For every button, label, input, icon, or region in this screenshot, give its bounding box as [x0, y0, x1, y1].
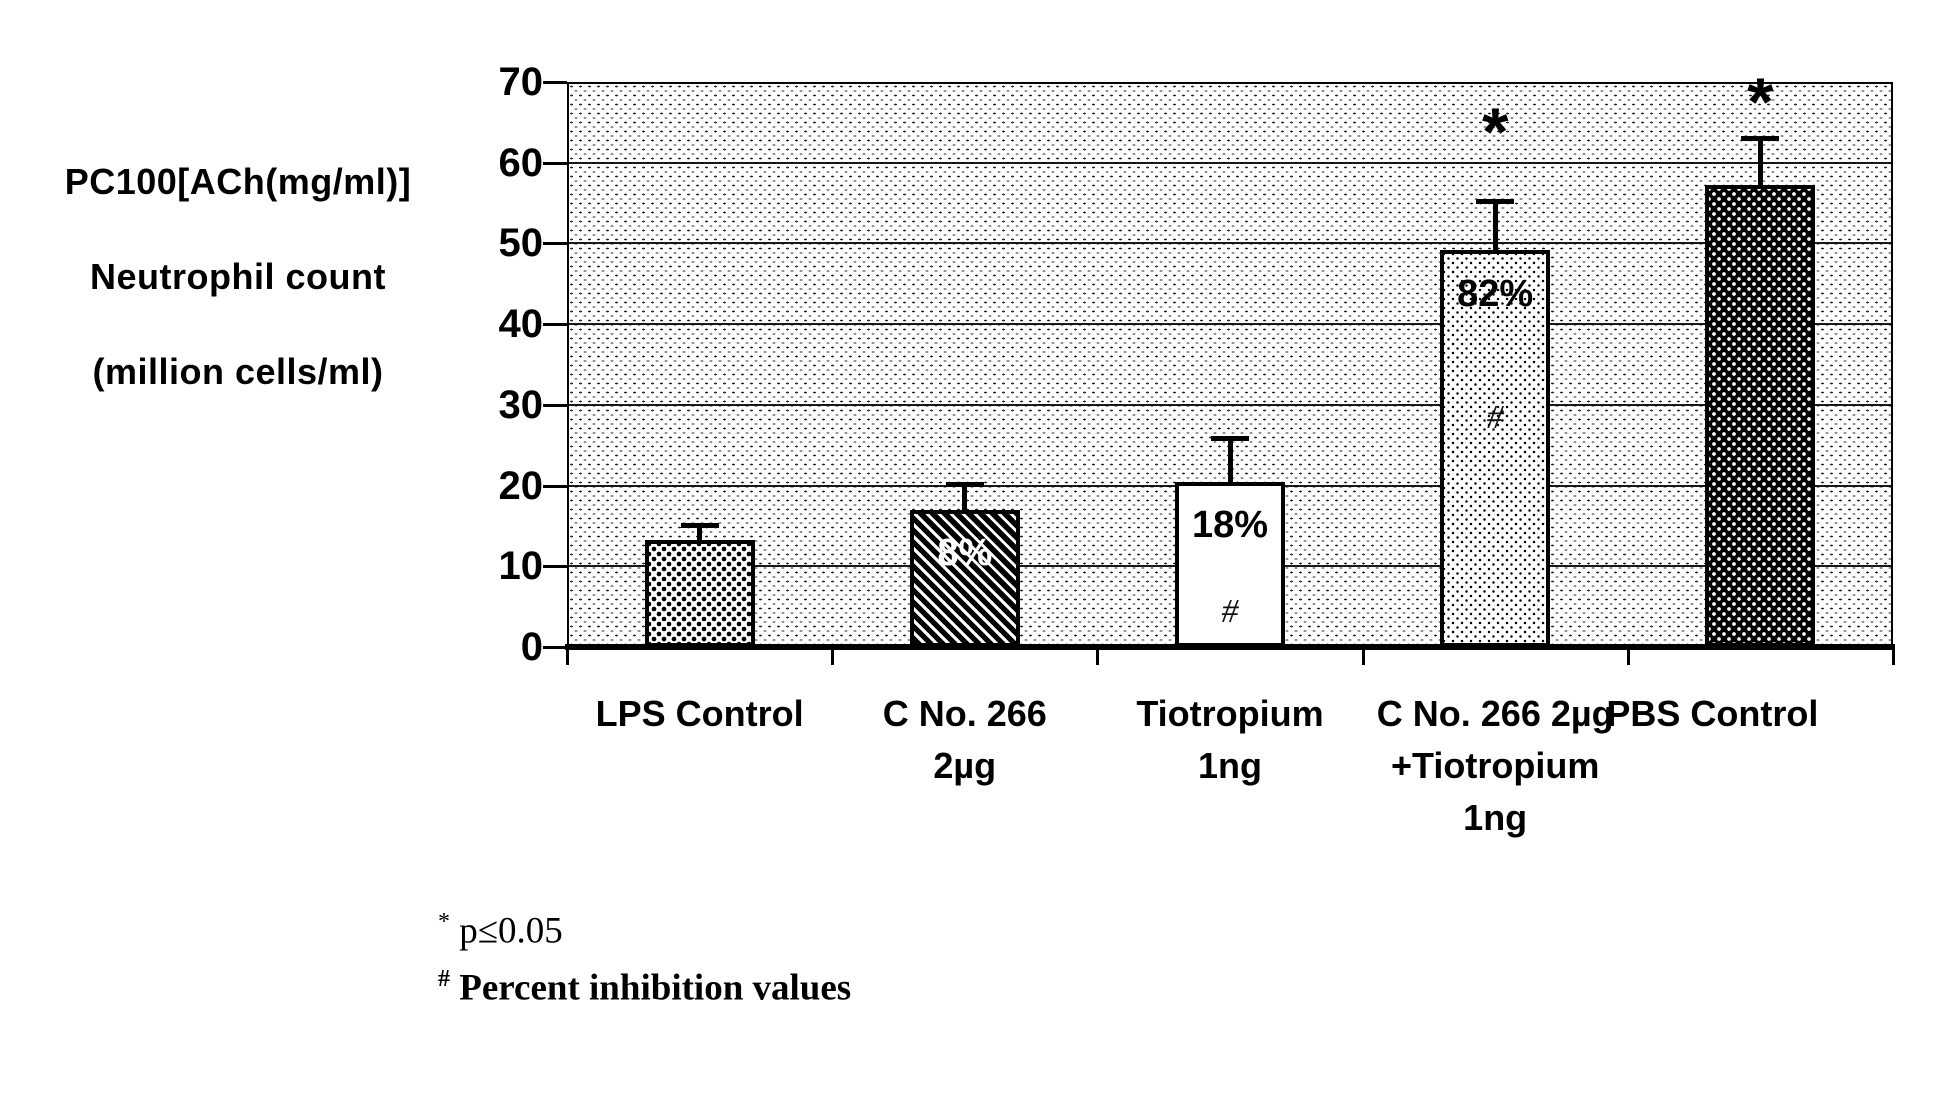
- x-category-label: PBS Control: [1562, 688, 1862, 740]
- significance-star: *: [1747, 64, 1774, 141]
- error-bar-cap: [680, 522, 719, 528]
- gridline-60: [567, 161, 1893, 164]
- error-bar-stem: [1757, 136, 1763, 186]
- y-tick-label-40: 40: [498, 302, 544, 347]
- x-tick-mark: [831, 650, 835, 665]
- x-category-label-line: 1ng: [1463, 797, 1528, 838]
- bar: [1175, 481, 1285, 647]
- x-category-label: LPS Control: [550, 688, 850, 740]
- x-tick-mark: [1096, 650, 1100, 665]
- y-axis-title: PC100[ACh(mg/ml)] Neutrophil count (mill…: [38, 134, 438, 419]
- x-category-label-line: 2µg: [933, 745, 997, 786]
- error-bar-cap: [945, 481, 984, 487]
- y-tick-mark: [543, 323, 567, 327]
- error-bar-cap: [1741, 136, 1780, 142]
- x-tick-mark: [566, 650, 569, 665]
- significance-star: *: [1481, 93, 1509, 170]
- hash-symbol: #: [438, 966, 450, 993]
- x-tick-mark: [1626, 650, 1630, 665]
- y-tick-mark: [543, 646, 567, 649]
- footnote-significance-text: p≤0.05: [459, 910, 563, 952]
- y-tick-label-20: 20: [498, 463, 544, 508]
- bar: [644, 540, 755, 647]
- y-tick-mark: [543, 161, 567, 165]
- x-category-label-line: LPS Control: [595, 693, 804, 734]
- inhibition-hash-mark: #: [1486, 398, 1504, 436]
- x-category-label-line: PBS Control: [1606, 693, 1819, 734]
- gridline-50: [567, 242, 1893, 245]
- bar: [1705, 185, 1816, 647]
- gridline-30: [567, 403, 1893, 406]
- y-tick-mark: [543, 403, 567, 407]
- y-tick-label-50: 50: [498, 221, 544, 266]
- x-category-label: C No. 266 2µg +Tiotropium 1ng: [1345, 688, 1645, 844]
- plot-area: 8% 18% #82% # * *: [567, 68, 1893, 647]
- error-bar-stem: [962, 481, 968, 510]
- x-category-label-line: C No. 266: [882, 693, 1047, 734]
- x-category-label-line: Tiotropium: [1136, 693, 1324, 734]
- footnote-inhibition-text: Percent inhibition values: [459, 967, 852, 1009]
- error-bar-stem: [1492, 199, 1498, 250]
- inhibition-hash-mark: #: [1221, 593, 1239, 631]
- y-tick-mark: [543, 81, 567, 84]
- x-tick-mark: [1361, 650, 1365, 665]
- footnote-inhibition: # Percent inhibition values: [438, 955, 851, 1012]
- footnote-significance: * p≤0.05: [438, 898, 851, 955]
- y-axis-title-line1: PC100[ACh(mg/ml)]: [64, 161, 412, 202]
- gridline-40: [567, 323, 1893, 326]
- x-category-label: C No. 266 2µg: [815, 688, 1115, 792]
- percent-inhibition-label: 82%: [1457, 273, 1534, 316]
- x-category-label-line: 1ng: [1197, 745, 1262, 786]
- footnotes: * p≤0.05 # Percent inhibition values: [438, 898, 851, 1013]
- error-bar-cap: [1211, 436, 1249, 442]
- y-tick-mark: [543, 242, 567, 246]
- x-category-label: Tiotropium 1ng: [1080, 688, 1380, 792]
- error-bar-cap: [1476, 199, 1515, 205]
- y-tick-mark: [543, 484, 567, 488]
- x-category-label-line: C No. 266 2µg: [1376, 693, 1614, 734]
- asterisk-symbol: *: [438, 909, 450, 935]
- y-tick-label-30: 30: [498, 382, 544, 427]
- y-tick-label-10: 10: [498, 544, 544, 589]
- bar: [909, 509, 1020, 647]
- y-tick-label-0: 0: [520, 625, 543, 669]
- x-axis-line: [565, 644, 1895, 650]
- y-axis-title-line2: Neutrophil count: [90, 256, 386, 297]
- x-category-label-line: +Tiotropium: [1391, 745, 1600, 786]
- error-bar-stem: [1227, 436, 1233, 482]
- percent-inhibition-label: 8%: [937, 531, 993, 574]
- error-bar-stem: [697, 522, 703, 541]
- x-tick-mark: [1892, 650, 1895, 665]
- y-tick-label-70: 70: [498, 60, 544, 104]
- y-tick-label-60: 60: [498, 140, 544, 185]
- y-tick-mark: [543, 565, 567, 569]
- percent-inhibition-label: 18%: [1191, 504, 1269, 547]
- y-axis-title-line3: (million cells/ml): [92, 351, 384, 392]
